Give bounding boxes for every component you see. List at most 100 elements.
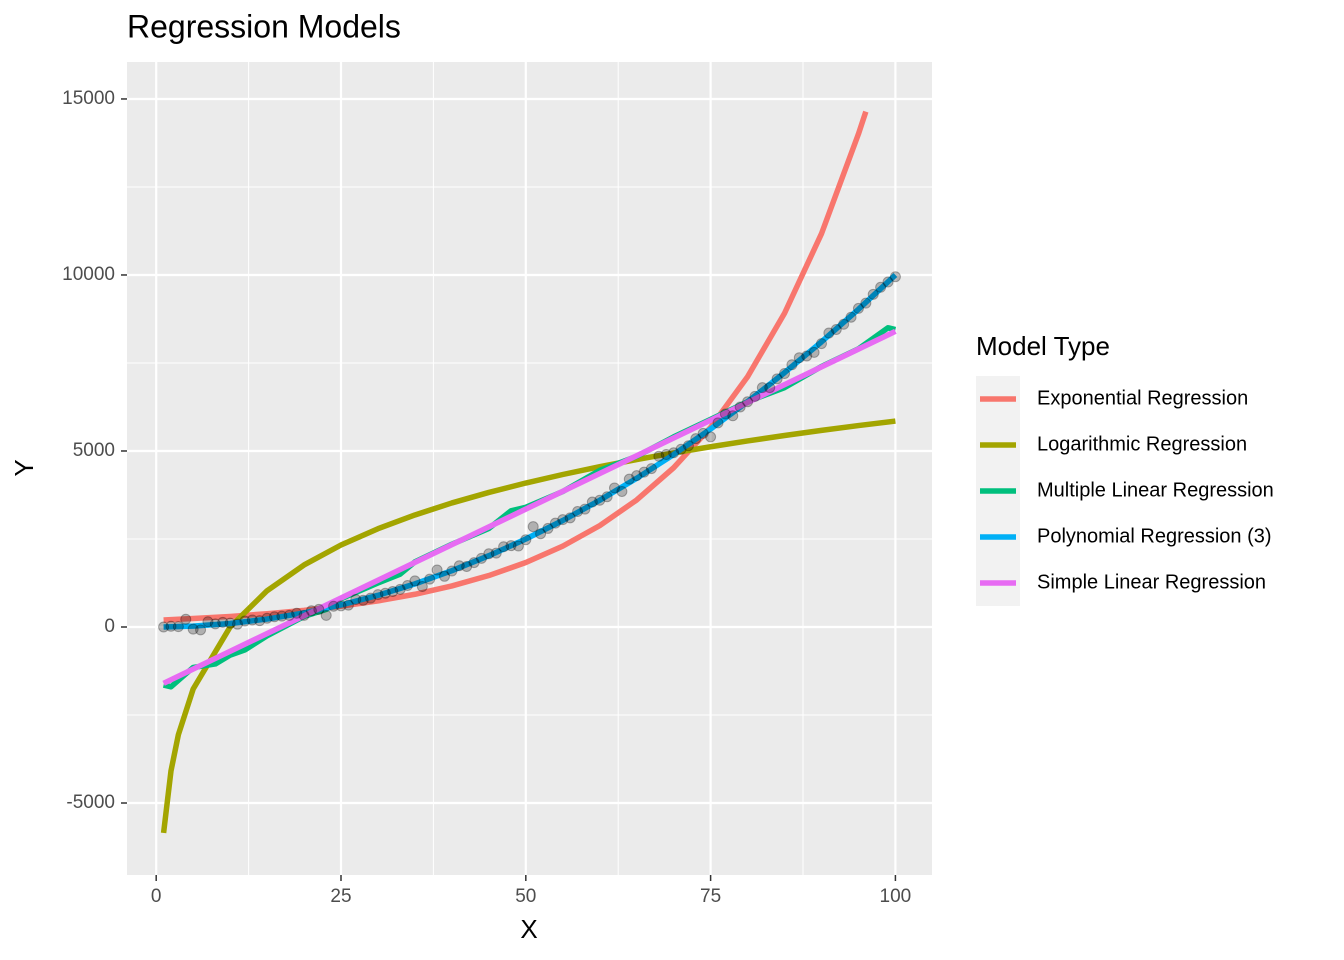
data-point [645, 463, 657, 475]
legend-label: Polynomial Regression (3) [1037, 525, 1272, 547]
data-point [365, 592, 377, 604]
data-point [246, 614, 258, 626]
data-point [845, 311, 857, 323]
data-point [852, 302, 864, 314]
data-point [409, 575, 421, 587]
y-axis-title: Y [9, 459, 39, 476]
legend-label: Simple Linear Regression [1037, 571, 1266, 593]
data-point [542, 522, 554, 534]
data-point [889, 271, 901, 283]
x-tick-label: 0 [151, 886, 162, 907]
data-point [195, 624, 207, 636]
data-point [623, 473, 635, 485]
data-point [867, 288, 879, 300]
data-point [416, 581, 428, 593]
data-point [268, 611, 280, 623]
data-point [719, 408, 731, 420]
data-point [217, 616, 229, 628]
legend-label: Logarithmic Regression [1037, 433, 1247, 455]
data-point [372, 589, 384, 601]
y-tick-label: 5000 [73, 440, 115, 461]
data-point [305, 605, 317, 617]
data-point [202, 616, 214, 628]
series-line [163, 272, 898, 630]
data-point [838, 318, 850, 330]
data-point [660, 449, 672, 461]
data-point [830, 324, 842, 336]
marks [158, 110, 901, 834]
data-point [313, 603, 325, 615]
data-point [187, 623, 199, 635]
data-point [860, 297, 872, 309]
data-point [572, 506, 584, 518]
data-point [616, 485, 628, 497]
data-point [579, 503, 591, 515]
data-point [232, 618, 244, 630]
data-point [801, 350, 813, 362]
data-point [601, 491, 613, 503]
data-point [756, 382, 768, 394]
legend-label: Multiple Linear Regression [1037, 479, 1274, 501]
data-point [505, 540, 517, 552]
data-point [172, 621, 184, 633]
data-point [453, 560, 465, 572]
data-point [438, 570, 450, 582]
data-point [276, 610, 288, 622]
data-point [512, 540, 524, 552]
data-point [461, 560, 473, 572]
data-point [239, 615, 251, 627]
data-point [475, 552, 487, 564]
data-point [712, 417, 724, 429]
data-point [638, 466, 650, 478]
data-point [749, 390, 761, 402]
data-point [498, 541, 510, 553]
data-point [483, 548, 495, 560]
data-point [335, 600, 347, 612]
data-point [535, 528, 547, 540]
data-point [727, 410, 739, 422]
data-point [158, 621, 170, 633]
data-point [609, 482, 621, 494]
data-point [394, 583, 406, 595]
y-tick-label: 15000 [62, 88, 115, 109]
data-point [209, 618, 221, 630]
data-point [549, 517, 561, 529]
data-point [328, 600, 340, 612]
x-tick-label: 75 [700, 886, 721, 907]
data-point [823, 327, 835, 339]
data-point [786, 359, 798, 371]
legend-title: Model Type [976, 331, 1110, 361]
series-line [163, 110, 869, 623]
data-point [793, 352, 805, 364]
data-point [594, 494, 606, 506]
data-point [875, 281, 887, 293]
legend-label: Exponential Regression [1037, 387, 1248, 409]
data-point [490, 547, 502, 559]
data-point [682, 440, 694, 452]
series-line [160, 418, 896, 834]
data-point [815, 338, 827, 350]
x-tick-label: 25 [330, 886, 351, 907]
data-point [291, 607, 303, 619]
data-point [557, 514, 569, 526]
data-point [668, 447, 680, 459]
data-point [779, 368, 791, 380]
data-point [350, 594, 362, 606]
data-point [882, 276, 894, 288]
y-tick-label: -5000 [66, 792, 115, 813]
legend: Exponential Regression Logarithmic Regres… [976, 376, 1274, 606]
data-point [468, 557, 480, 569]
data-point [653, 450, 665, 462]
x-axis-title: X [520, 914, 537, 944]
data-point [424, 573, 436, 585]
data-point [165, 620, 177, 632]
data-point [402, 579, 414, 591]
data-point [342, 599, 354, 611]
data-point [180, 613, 192, 625]
data-point [520, 534, 532, 546]
grid [127, 62, 932, 875]
x-tick-label: 50 [515, 886, 536, 907]
data-point [446, 565, 458, 577]
